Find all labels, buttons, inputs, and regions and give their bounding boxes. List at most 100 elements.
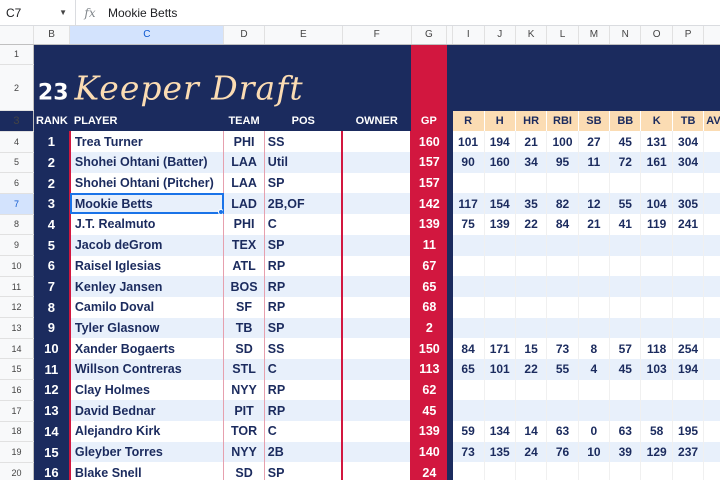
column-header-n[interactable]: N xyxy=(609,26,642,45)
owner-cell[interactable] xyxy=(341,152,413,173)
team-cell[interactable]: LAD xyxy=(223,193,265,215)
rank-cell[interactable]: 10 xyxy=(33,338,70,359)
team-cell[interactable]: PHI xyxy=(223,214,265,235)
player-cell[interactable]: Gleyber Torres xyxy=(68,441,224,463)
pos-cell[interactable]: RP xyxy=(264,400,343,421)
stat-cell[interactable]: 195 xyxy=(672,421,705,442)
player-cell[interactable]: Xander Bogaerts xyxy=(68,338,224,359)
stat-cell[interactable] xyxy=(640,172,673,194)
stat-cell[interactable] xyxy=(546,317,579,339)
team-cell[interactable]: LAA xyxy=(223,172,265,194)
header-stat[interactable]: H xyxy=(484,110,516,132)
row-number[interactable]: 14 xyxy=(0,338,34,360)
player-cell[interactable]: Camilo Doval xyxy=(68,296,224,318)
team-cell[interactable]: LAA xyxy=(223,152,265,173)
stat-cell[interactable]: 41 xyxy=(609,214,642,235)
stat-cell[interactable] xyxy=(609,276,642,297)
stat-cell[interactable]: 45 xyxy=(609,358,642,380)
stat-cell[interactable] xyxy=(515,317,548,339)
stat-cell[interactable]: 27 xyxy=(578,131,611,153)
player-cell[interactable]: David Bednar xyxy=(68,400,224,421)
stat-cell[interactable]: 118 xyxy=(640,338,673,359)
stat-cell[interactable]: 135 xyxy=(484,441,516,463)
name-box[interactable]: C7 ▼ xyxy=(0,0,76,26)
stat-cell[interactable] xyxy=(452,379,485,401)
column-header-i[interactable]: I xyxy=(452,26,485,45)
stat-cell[interactable]: 84 xyxy=(452,338,485,359)
header-pos[interactable]: POS xyxy=(264,110,343,132)
stat-cell[interactable] xyxy=(703,172,720,194)
gp-cell[interactable]: 24 xyxy=(411,462,447,480)
stat-cell[interactable]: 22 xyxy=(515,214,548,235)
stat-cell[interactable]: 58 xyxy=(640,421,673,442)
team-cell[interactable]: BOS xyxy=(223,276,265,297)
gp-cell[interactable]: 68 xyxy=(411,296,447,318)
gp-cell[interactable]: 160 xyxy=(411,131,447,153)
stat-cell[interactable] xyxy=(640,400,673,421)
stat-cell[interactable] xyxy=(578,276,611,297)
pos-cell[interactable]: C xyxy=(267,424,277,439)
rank-cell[interactable]: 2 xyxy=(33,172,70,194)
row-number[interactable]: 4 xyxy=(0,131,34,153)
spreadsheet-grid[interactable]: B C D E F G I J K L M N O P Q 1 xyxy=(0,26,720,480)
owner-cell[interactable] xyxy=(341,400,413,421)
stat-cell[interactable] xyxy=(703,255,720,277)
owner-cell[interactable] xyxy=(341,193,413,215)
stat-cell[interactable] xyxy=(484,462,516,480)
rank-cell[interactable]: 16 xyxy=(33,462,70,480)
column-header-g[interactable]: G xyxy=(411,26,448,45)
select-all-corner[interactable] xyxy=(0,26,34,45)
gp-cell[interactable]: 62 xyxy=(411,379,447,401)
stat-cell[interactable]: 95 xyxy=(546,152,579,173)
stat-cell[interactable] xyxy=(578,317,611,339)
stat-cell[interactable]: 35 xyxy=(515,193,548,215)
team-cell[interactable]: ATL xyxy=(223,255,265,277)
header-stat[interactable]: R xyxy=(452,110,485,132)
stat-cell[interactable]: 305 xyxy=(672,193,705,215)
stat-cell[interactable] xyxy=(484,379,516,401)
rank-cell[interactable]: 12 xyxy=(33,379,70,401)
column-header-b[interactable]: B xyxy=(33,26,71,45)
player-cell[interactable]: Mookie Betts xyxy=(68,193,224,215)
gp-cell[interactable]: 139 xyxy=(411,421,447,442)
stat-cell[interactable] xyxy=(640,255,673,277)
player-cell[interactable]: Trea Turner xyxy=(68,131,224,153)
stat-cell[interactable]: 72 xyxy=(609,152,642,173)
rank-cell[interactable]: 11 xyxy=(33,358,70,380)
stat-cell[interactable]: .24 xyxy=(703,358,720,380)
stat-cell[interactable] xyxy=(578,400,611,421)
gp-cell[interactable]: 150 xyxy=(411,338,447,359)
rank-cell[interactable]: 6 xyxy=(33,255,70,277)
stat-cell[interactable]: 21 xyxy=(515,131,548,153)
stat-cell[interactable] xyxy=(672,379,705,401)
stat-cell[interactable] xyxy=(640,234,673,256)
player-cell[interactable]: Blake Snell xyxy=(68,462,224,480)
stat-cell[interactable]: 0 xyxy=(578,421,611,442)
stat-cell[interactable] xyxy=(703,317,720,339)
stat-cell[interactable]: 45 xyxy=(609,131,642,153)
stat-cell[interactable] xyxy=(452,462,485,480)
player-cell[interactable]: Tyler Glasnow xyxy=(68,317,224,339)
stat-cell[interactable] xyxy=(452,234,485,256)
row-number[interactable]: 20 xyxy=(0,462,34,480)
stat-cell[interactable]: 241 xyxy=(672,214,705,235)
gp-cell[interactable]: 45 xyxy=(411,400,447,421)
formula-input[interactable]: Mookie Betts xyxy=(108,5,178,20)
rank-cell[interactable]: 13 xyxy=(33,400,70,421)
owner-cell[interactable] xyxy=(341,234,413,256)
row-number[interactable]: 18 xyxy=(0,421,34,443)
row-number[interactable]: 2 xyxy=(0,64,34,112)
owner-cell[interactable] xyxy=(341,131,413,153)
stat-cell[interactable] xyxy=(484,276,516,297)
column-header-q[interactable]: Q xyxy=(703,26,720,45)
player-cell[interactable]: Alejandro Kirk xyxy=(68,421,224,442)
column-header-j[interactable]: J xyxy=(484,26,516,45)
stat-cell[interactable] xyxy=(703,462,720,480)
stat-cell[interactable] xyxy=(703,379,720,401)
stat-cell[interactable] xyxy=(609,172,642,194)
stat-cell[interactable] xyxy=(578,462,611,480)
rank-cell[interactable]: 5 xyxy=(33,234,70,256)
owner-cell[interactable] xyxy=(341,358,413,380)
pos-cell[interactable]: RP xyxy=(267,258,286,273)
column-header-f[interactable]: F xyxy=(342,26,412,45)
